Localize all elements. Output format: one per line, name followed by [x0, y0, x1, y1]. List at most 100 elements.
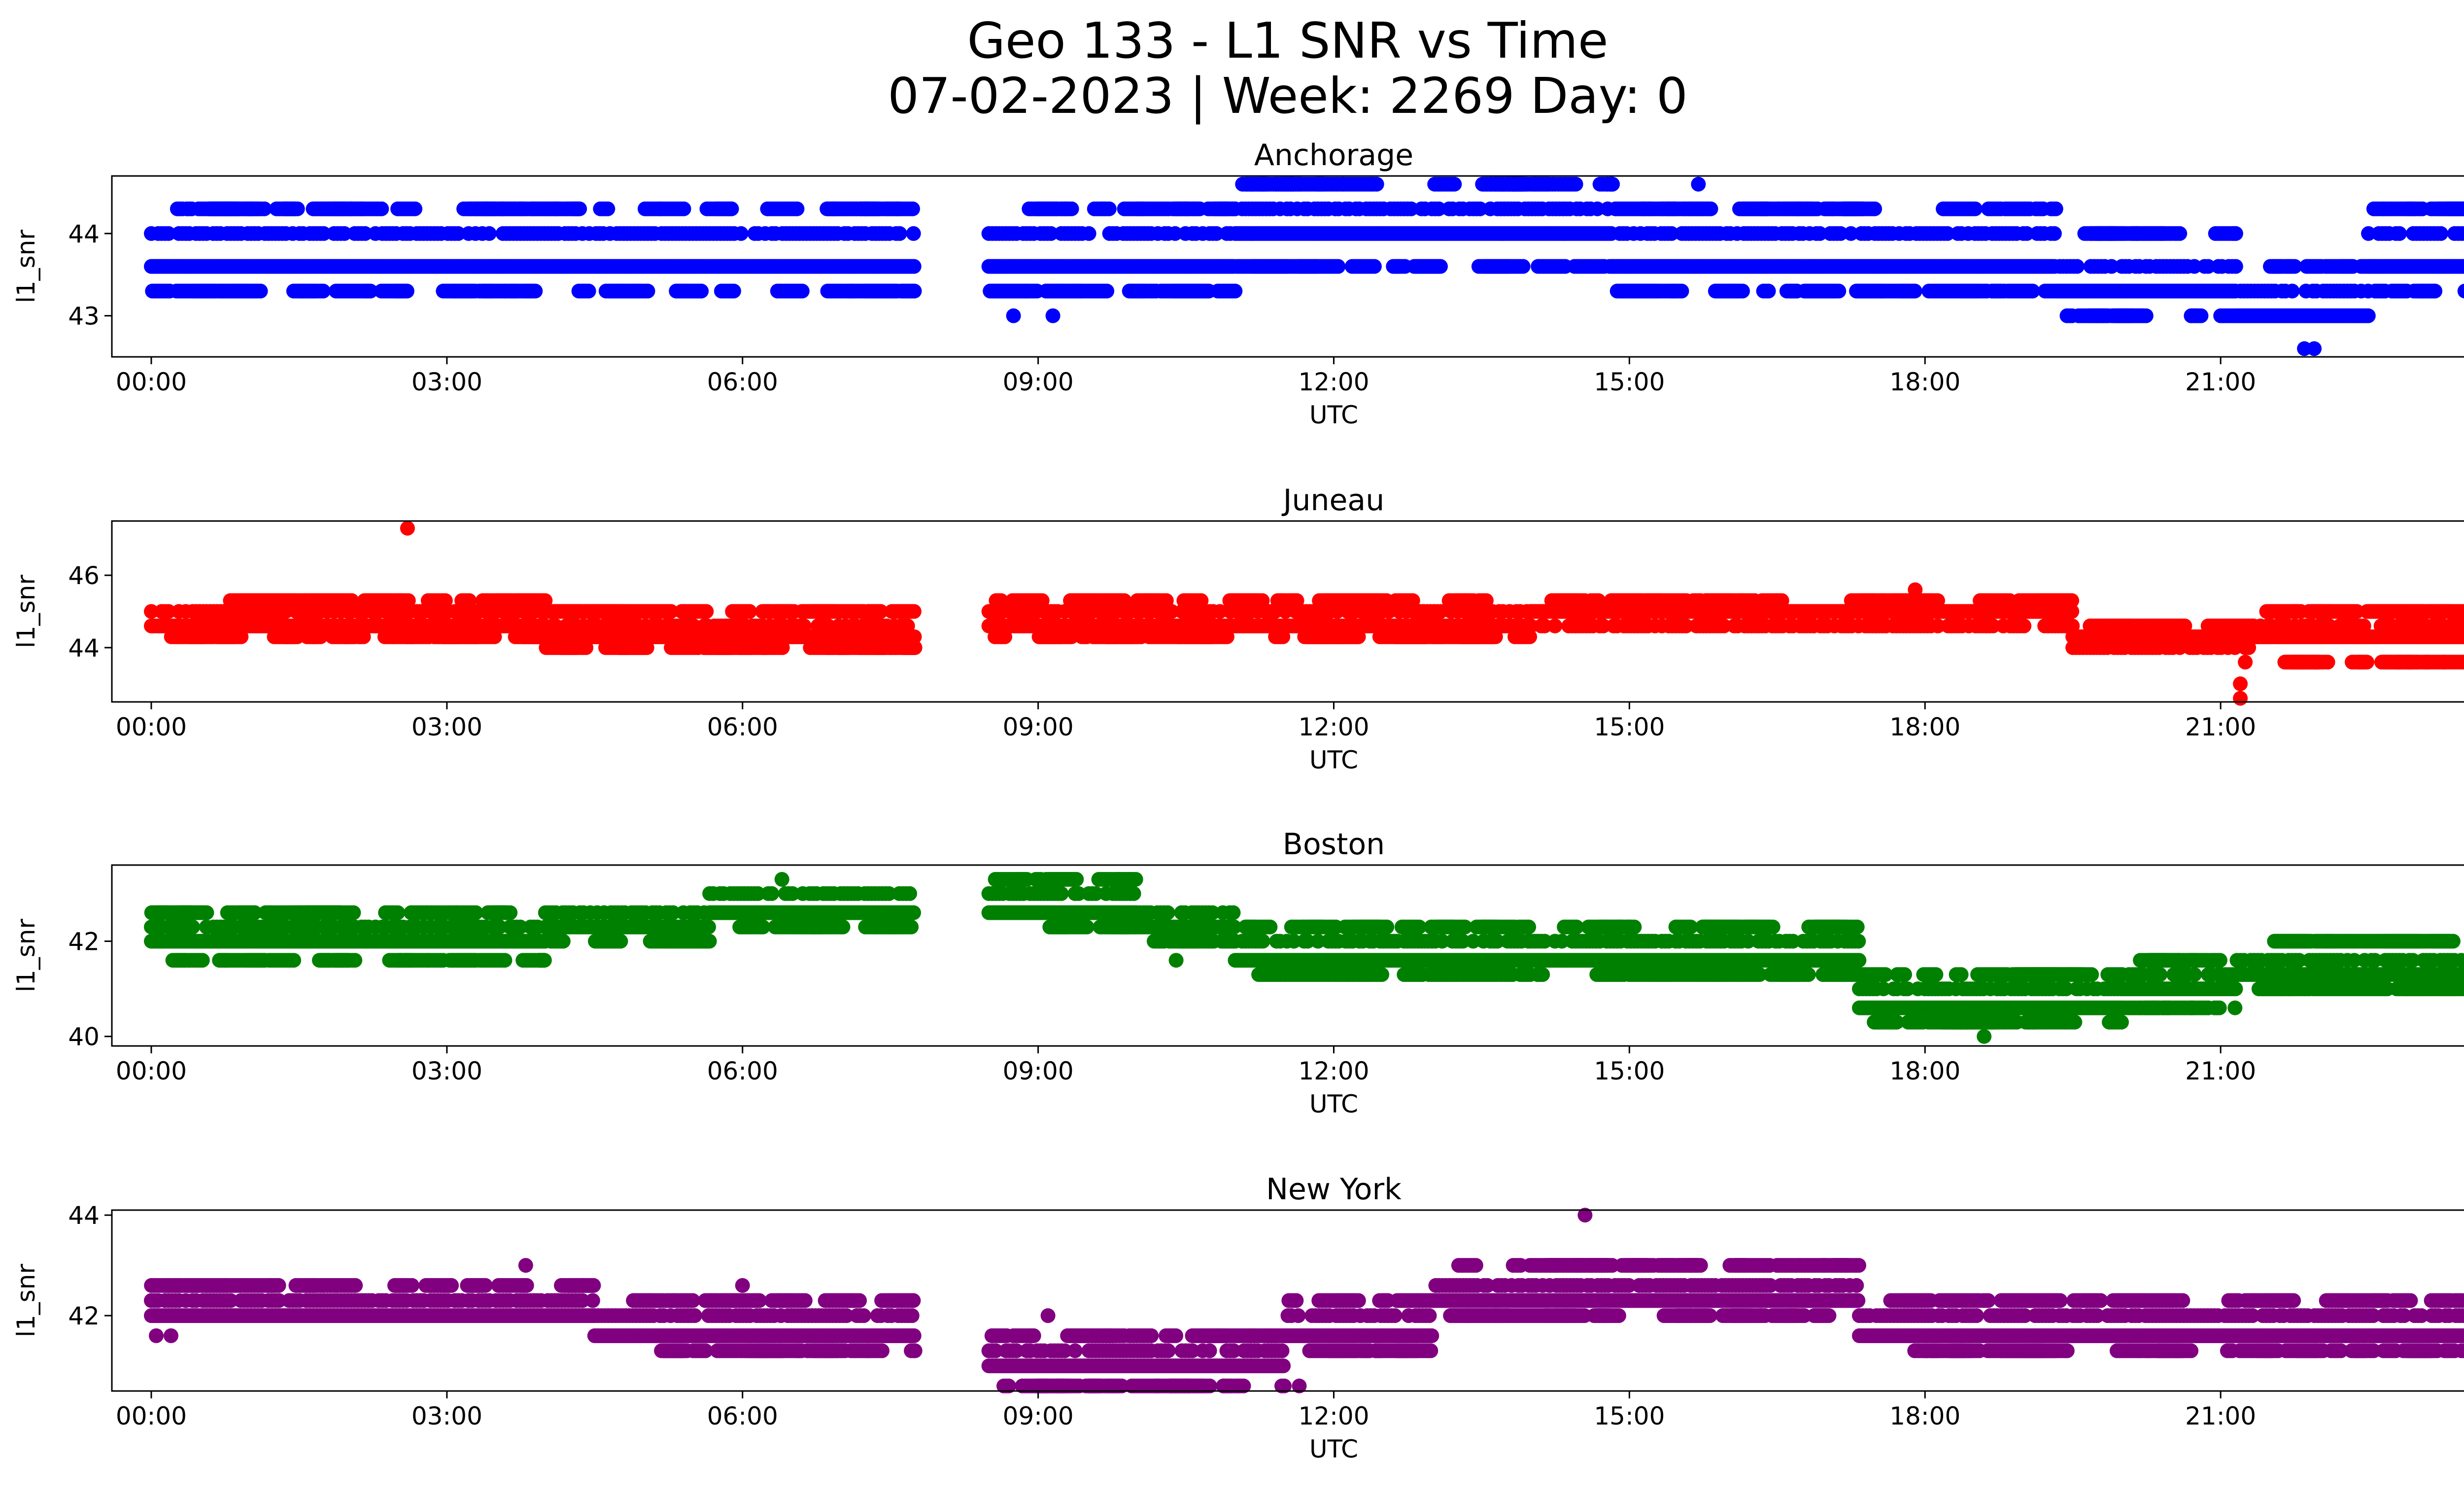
data-point	[2156, 226, 2171, 241]
data-point	[481, 226, 497, 241]
data-point	[525, 201, 540, 216]
data-point	[355, 201, 371, 216]
data-point	[1497, 259, 1512, 274]
data-point	[1136, 283, 1152, 299]
subplot-anchorage: 00:00 03:00 06:00 09:00 12:00 15:00 18:00 21:00…	[12, 138, 2464, 429]
data-point	[837, 201, 853, 216]
data-point	[396, 283, 411, 299]
y-tick-label: 43	[68, 302, 100, 331]
data-point	[2189, 308, 2204, 323]
data-point	[406, 629, 421, 644]
y-axis-label: l1_snr	[12, 230, 40, 303]
data-point	[2025, 283, 2040, 299]
data-point	[464, 283, 479, 299]
data-point	[733, 226, 749, 241]
data-point	[906, 226, 921, 241]
scatter-series	[144, 176, 2464, 356]
data-point	[1010, 283, 1025, 299]
data-point	[1060, 201, 1075, 216]
data-point	[905, 201, 920, 216]
data-point	[676, 201, 691, 216]
data-point	[2361, 308, 2376, 323]
data-point	[682, 283, 696, 299]
data-point	[174, 201, 190, 216]
data-point	[1053, 283, 1068, 299]
figure-title-line2: 07-02-2023 | Week: 2269 Day: 0	[888, 67, 1688, 125]
data-point	[1864, 283, 1880, 299]
data-point	[1993, 201, 2008, 216]
data-point	[2022, 201, 2037, 216]
data-point	[1703, 201, 1718, 216]
data-point	[1651, 283, 1666, 299]
subplot-juneau: 00:00 03:00 06:00 09:00 12:00 15:00 18:00 21:00…	[12, 483, 2464, 774]
data-point	[400, 521, 415, 536]
data-point	[1674, 283, 1689, 299]
data-point	[2047, 226, 2062, 241]
y-tick-label: 44	[68, 220, 100, 248]
data-point	[1644, 201, 1659, 216]
data-point	[240, 283, 255, 299]
data-point	[438, 593, 453, 608]
data-point	[1398, 259, 1412, 274]
data-point	[2399, 283, 2414, 299]
data-point	[1558, 259, 1573, 274]
data-point	[360, 283, 376, 299]
data-point	[1081, 226, 1096, 241]
data-point	[251, 201, 266, 216]
data-point	[265, 593, 280, 608]
data-point	[307, 283, 322, 299]
x-tick-label: 21:00	[2185, 368, 2256, 396]
data-point	[2345, 259, 2361, 274]
data-point	[374, 201, 389, 216]
data-point	[2095, 308, 2110, 323]
data-point	[1006, 308, 1021, 323]
data-point	[528, 283, 543, 299]
data-point	[2415, 201, 2430, 216]
data-point	[2227, 226, 2243, 241]
data-point	[1367, 259, 1382, 274]
data-point	[1197, 283, 1212, 299]
data-point	[1826, 283, 1842, 299]
data-point	[1228, 283, 1243, 299]
data-point	[835, 283, 850, 299]
data-point	[1854, 201, 1870, 216]
data-point	[286, 201, 302, 216]
data-point	[299, 593, 314, 608]
data-point	[2048, 201, 2063, 216]
subplot-title: Anchorage	[1254, 138, 1413, 173]
data-point	[342, 629, 357, 644]
data-point	[892, 226, 907, 241]
data-point	[394, 593, 409, 608]
data-point	[344, 593, 359, 608]
data-point	[1431, 259, 1446, 274]
data-point	[462, 593, 477, 608]
x-tick-label: 09:00	[1003, 368, 1074, 396]
data-point	[2283, 259, 2298, 274]
data-point	[1101, 201, 1117, 216]
data-point	[726, 283, 741, 299]
data-point	[1099, 283, 1115, 299]
x-tick-label: 12:00	[1298, 368, 1369, 396]
data-point	[2069, 259, 2085, 274]
data-point	[2064, 308, 2080, 323]
data-point	[408, 201, 423, 216]
data-point	[2314, 259, 2329, 274]
x-axis-label: UTC	[1309, 401, 1358, 429]
data-point	[1447, 176, 1462, 192]
data-point	[479, 201, 494, 216]
data-point	[1510, 176, 1525, 192]
data-point	[1135, 201, 1150, 216]
data-point	[1369, 176, 1384, 192]
x-tick-label: 00:00	[116, 368, 187, 396]
data-point	[1992, 283, 2007, 299]
data-point	[1789, 283, 1805, 299]
x-tick-label: 18:00	[1889, 368, 1960, 396]
data-point	[2417, 283, 2432, 299]
data-point	[286, 629, 302, 644]
data-point	[1691, 176, 1706, 192]
data-point	[2392, 226, 2407, 241]
data-point	[1731, 283, 1746, 299]
data-point	[1568, 176, 1583, 192]
data-point	[470, 629, 485, 644]
data-point	[724, 201, 739, 216]
